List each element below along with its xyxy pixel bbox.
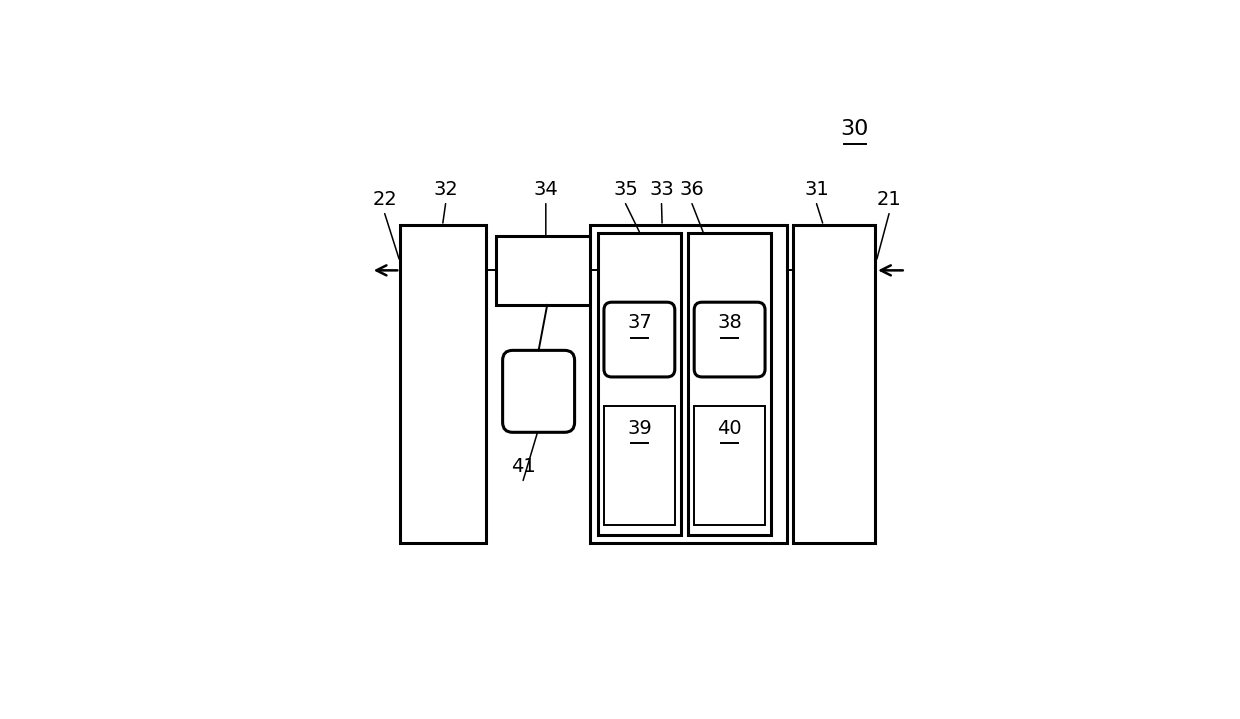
Text: 21: 21 (877, 191, 901, 209)
Bar (694, 406, 765, 525)
Text: 40: 40 (717, 419, 742, 438)
Text: 30: 30 (841, 119, 869, 139)
Bar (604, 406, 675, 525)
Bar (794, 224, 875, 543)
Text: 36: 36 (680, 180, 704, 199)
FancyBboxPatch shape (694, 302, 765, 377)
Text: 22: 22 (372, 191, 397, 209)
Text: 38: 38 (717, 313, 742, 332)
Text: 32: 32 (433, 180, 458, 199)
Text: 31: 31 (805, 180, 828, 199)
Text: 37: 37 (627, 313, 652, 332)
Bar (401, 224, 486, 543)
Bar (598, 233, 681, 535)
Bar (590, 224, 786, 543)
Text: 35: 35 (613, 180, 637, 199)
FancyBboxPatch shape (502, 350, 574, 432)
FancyBboxPatch shape (604, 302, 675, 377)
Text: 33: 33 (650, 180, 673, 199)
Bar (496, 236, 599, 305)
Text: 34: 34 (533, 180, 558, 199)
Bar (688, 233, 771, 535)
Text: 41: 41 (511, 457, 536, 476)
Text: 39: 39 (627, 419, 652, 438)
